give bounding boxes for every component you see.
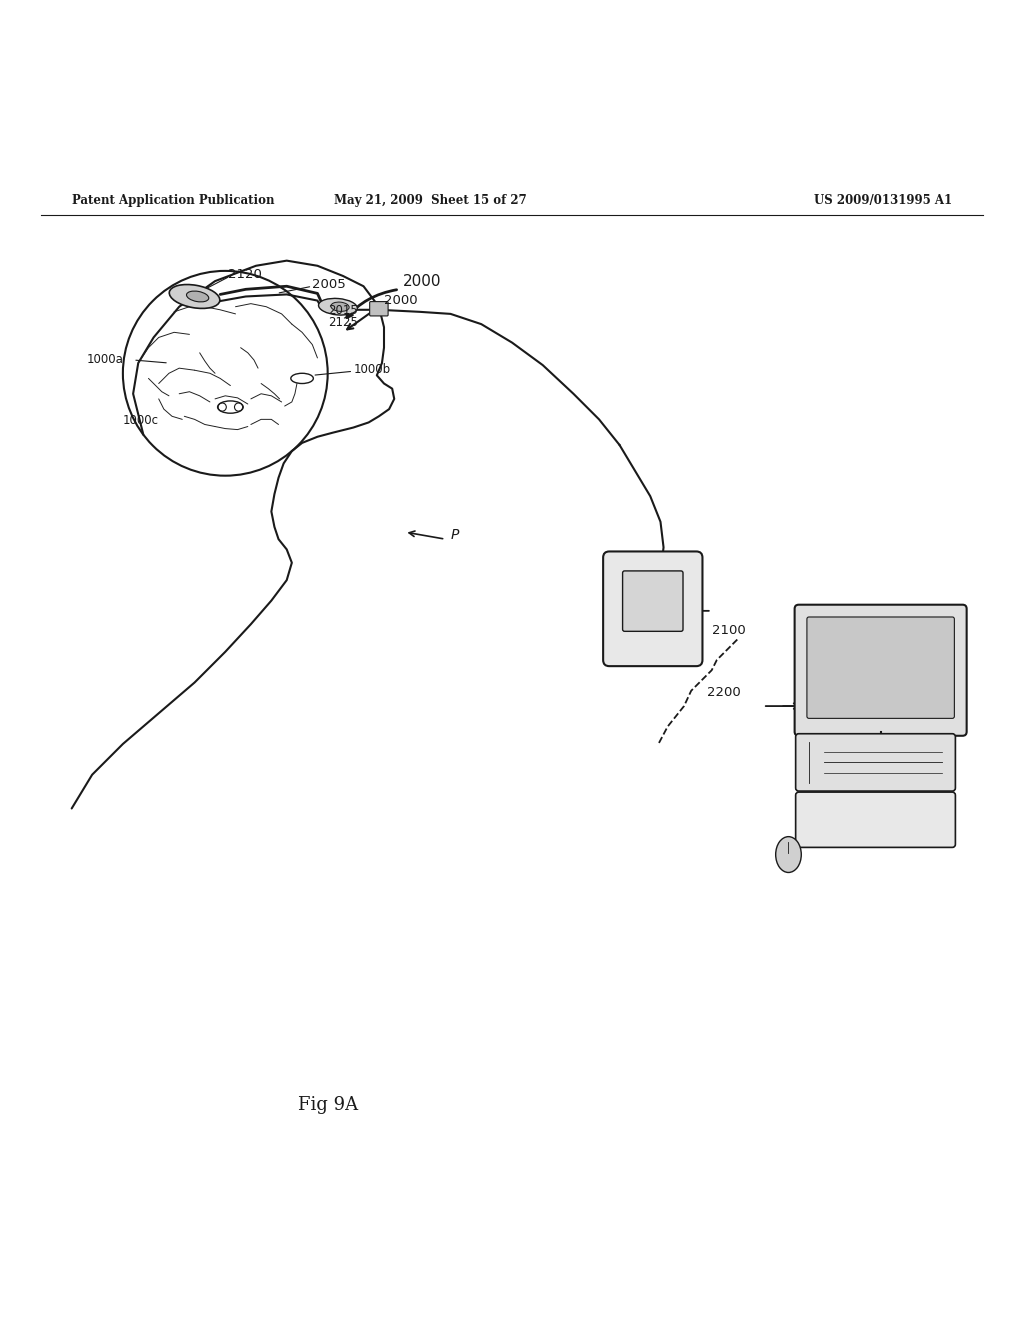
Ellipse shape [776,837,801,873]
Text: 1000a: 1000a [87,352,124,366]
Text: P: P [451,528,459,543]
Text: May 21, 2009  Sheet 15 of 27: May 21, 2009 Sheet 15 of 27 [334,194,526,207]
Text: 2125: 2125 [328,317,357,329]
Text: 1000c: 1000c [123,414,159,428]
FancyBboxPatch shape [796,792,955,847]
Text: US 2009/0131995 A1: US 2009/0131995 A1 [814,194,952,207]
FancyBboxPatch shape [795,605,967,735]
Text: 2100: 2100 [712,624,745,638]
Text: Fig 9A: Fig 9A [298,1097,357,1114]
Text: 2120: 2120 [228,268,262,281]
Text: 1000b: 1000b [353,363,390,376]
Text: 2015: 2015 [328,304,357,317]
FancyBboxPatch shape [807,616,954,718]
Text: 2005: 2005 [312,279,346,292]
Text: 2200: 2200 [707,686,740,698]
Ellipse shape [169,285,220,309]
FancyBboxPatch shape [603,552,702,667]
Ellipse shape [318,298,357,315]
Text: Patent Application Publication: Patent Application Publication [72,194,274,207]
Ellipse shape [331,302,349,312]
Text: 2000: 2000 [402,275,441,289]
FancyBboxPatch shape [370,301,388,315]
FancyBboxPatch shape [623,572,683,631]
Ellipse shape [186,292,209,302]
Text: 2000: 2000 [384,293,418,306]
FancyBboxPatch shape [796,734,955,791]
